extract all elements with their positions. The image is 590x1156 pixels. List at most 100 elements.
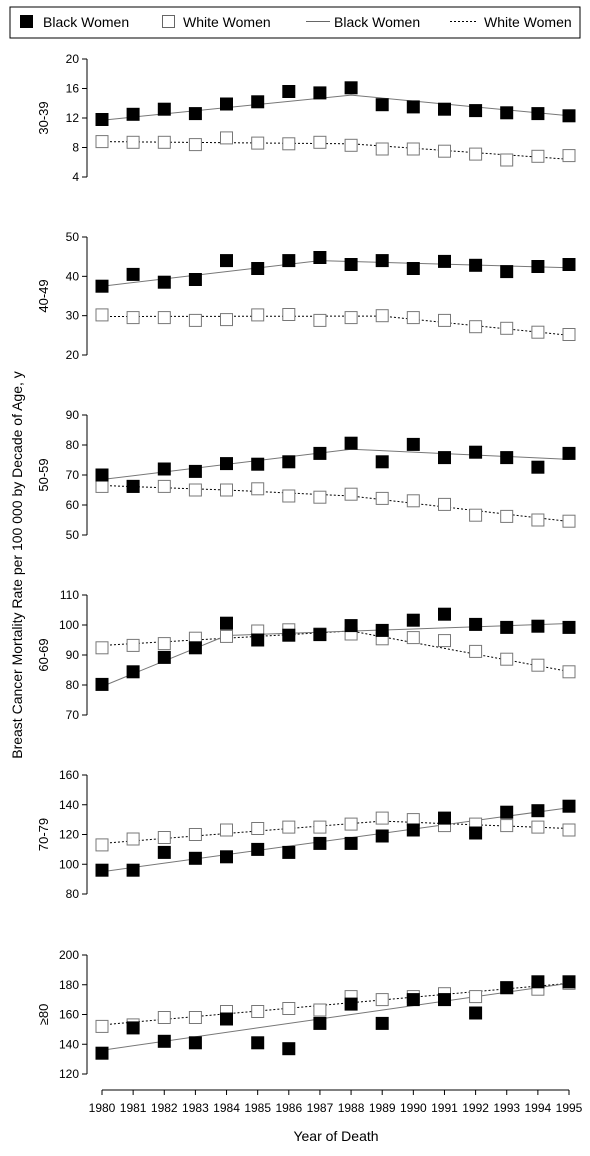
black-point (126, 479, 140, 493)
x-tick-label: 1992 (462, 1101, 489, 1115)
black-point (313, 251, 327, 264)
panel-1: 20 30 40 50 40-49 (36, 230, 576, 362)
x-tick-label: 1982 (151, 1101, 178, 1115)
black-point (375, 829, 389, 843)
black-point (95, 113, 109, 126)
white-point (313, 490, 327, 504)
panel-2: 50 60 70 80 90 50-59 (36, 408, 576, 542)
black-point (344, 997, 358, 1011)
white-fit-line (101, 982, 570, 1026)
white-point (406, 142, 420, 156)
white-point (157, 311, 171, 325)
white-point (531, 658, 545, 672)
panel-label: ≥80 (36, 1004, 51, 1026)
white-point (438, 497, 451, 511)
white-point (313, 820, 327, 834)
panel-5: 120 140 160 180 200 ≥80 (36, 948, 576, 1081)
black-point (531, 260, 545, 273)
black-point (313, 86, 327, 100)
white-point (562, 149, 576, 163)
black-point (220, 254, 233, 268)
white-point (282, 1002, 296, 1015)
white-point (562, 328, 576, 341)
legend-label-black-fit: Black Women (334, 14, 420, 30)
black-point (406, 613, 420, 627)
black-point (469, 104, 483, 118)
white-point (126, 638, 140, 652)
white-point (220, 313, 233, 327)
white-point (251, 822, 265, 835)
y-tick-label: 90 (66, 408, 80, 422)
white-point (251, 1005, 265, 1018)
white-point (344, 487, 358, 501)
white-point (95, 1019, 109, 1033)
black-point (438, 254, 451, 268)
white-point (251, 482, 265, 496)
white-point (406, 311, 420, 325)
white-point (157, 831, 171, 844)
black-point (282, 254, 296, 268)
panel-label: 30-39 (36, 101, 51, 134)
black-point (313, 836, 327, 850)
black-point (531, 460, 545, 474)
black-point (188, 1036, 202, 1050)
x-tick-label: 1991 (431, 1101, 458, 1115)
white-point (500, 819, 514, 833)
black-point (531, 107, 545, 121)
y-tick-label: 140 (59, 798, 79, 812)
white-point (282, 137, 296, 151)
white-fit-line (101, 141, 570, 160)
black-point (406, 262, 420, 275)
y-tick-label: 8 (72, 141, 79, 155)
black-point (282, 628, 296, 642)
black-point (469, 258, 483, 272)
white-point (220, 823, 233, 837)
black-point (500, 451, 514, 465)
black-point (282, 845, 296, 859)
white-point (251, 136, 265, 150)
x-tick-label: 1993 (493, 1101, 520, 1115)
white-point (220, 131, 233, 145)
y-tick-label: 60 (66, 498, 80, 512)
white-point (157, 135, 171, 149)
white-point (188, 138, 202, 152)
white-point (282, 820, 296, 834)
black-point (531, 804, 545, 818)
white-point (375, 993, 389, 1007)
y-tick-label: 80 (66, 887, 80, 901)
white-point (469, 508, 483, 522)
black-point (282, 85, 296, 98)
white-point (282, 489, 296, 503)
white-point (282, 308, 296, 321)
white-point (95, 479, 109, 493)
x-tick-label: 1995 (556, 1101, 583, 1115)
black-point (375, 623, 389, 637)
black-point (157, 102, 171, 116)
white-point (188, 1011, 202, 1024)
y-tick-label: 70 (66, 708, 80, 722)
black-point (157, 275, 171, 289)
black-point (251, 842, 265, 856)
black-point (157, 1034, 171, 1048)
black-point (188, 273, 202, 286)
black-point (188, 464, 202, 478)
white-point (220, 483, 233, 497)
black-point (95, 677, 109, 691)
black-point (282, 1042, 296, 1056)
black-point (126, 863, 140, 877)
white-point (220, 629, 233, 643)
panel-label: 70-79 (36, 818, 51, 851)
black-point (220, 850, 233, 864)
white-point (500, 652, 514, 666)
black-point (157, 650, 171, 664)
white-point (95, 838, 109, 852)
white-point (126, 135, 140, 149)
black-point (375, 1016, 389, 1030)
x-tick-label: 1981 (120, 1101, 147, 1115)
white-point (313, 135, 327, 149)
black-point (344, 619, 358, 633)
y-tick-label: 4 (72, 170, 79, 184)
y-tick-label: 90 (66, 648, 80, 662)
white-point (562, 665, 576, 679)
black-fit-line (101, 260, 570, 287)
